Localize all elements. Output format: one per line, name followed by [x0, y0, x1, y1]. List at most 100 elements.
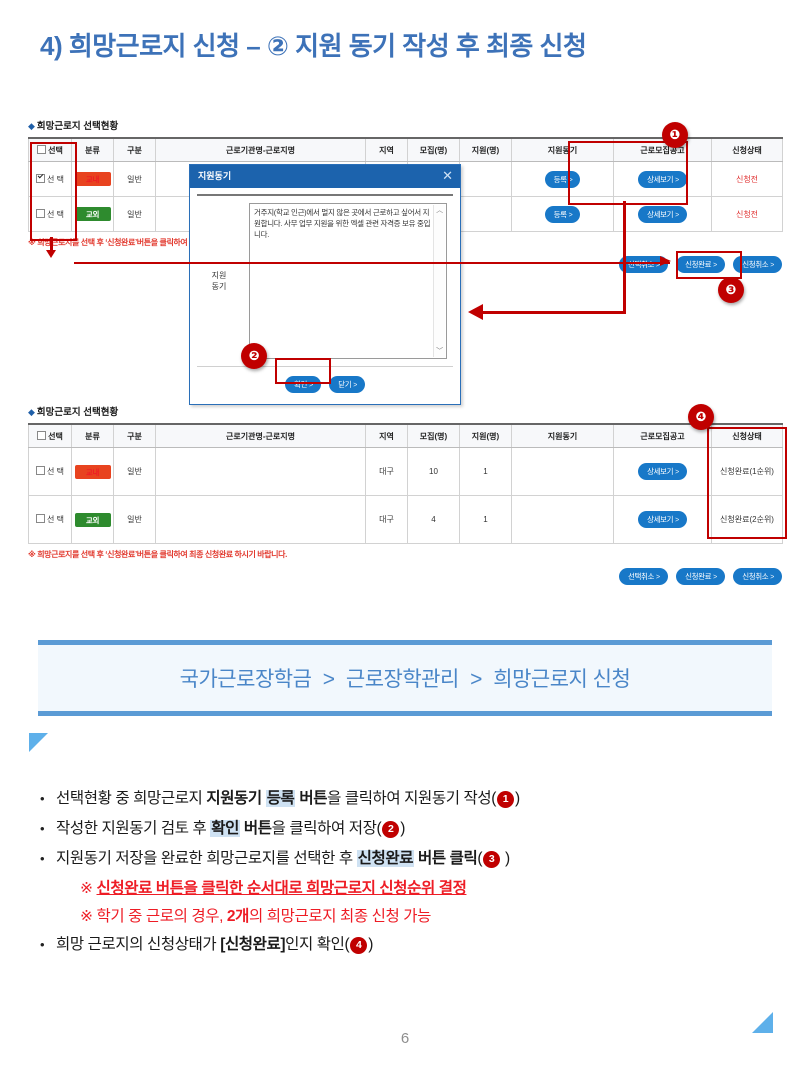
- view-detail-button[interactable]: 상세보기 >: [638, 205, 687, 223]
- inline-marker-2: 2: [382, 821, 400, 838]
- panel1-heading: ◆ 희망근로지 선택현황: [28, 121, 119, 132]
- table-row: 선 택 교내 일반 대구 10 1 상세보기 > 신청완료(1순위): [28, 447, 783, 496]
- cell-org-name: [155, 495, 366, 544]
- complete-application-button[interactable]: 신청완료 >: [676, 568, 725, 585]
- cell-type: 일반: [113, 196, 156, 232]
- dialog-body: 지원 동기 거주지(학교 인근)에서 멀지 않은 곳에서 근로하고 싶어서 지원합…: [190, 188, 460, 404]
- cell-type: 일반: [113, 447, 156, 496]
- cancel-application-button[interactable]: 신청취소 >: [733, 256, 782, 273]
- breadcrumb-separator: >: [322, 668, 335, 691]
- select-all-checkbox[interactable]: [37, 144, 47, 154]
- view-detail-button[interactable]: 상세보기 >: [638, 463, 687, 480]
- row-checkbox[interactable]: [36, 208, 46, 218]
- row-checkbox[interactable]: [36, 466, 46, 475]
- cell-status: 신청완료(2순위): [711, 495, 783, 544]
- cell-motive: [511, 447, 614, 496]
- category-badge: 교내: [74, 464, 111, 479]
- register-motive-button[interactable]: 등록 >: [544, 205, 581, 223]
- annotation-line-h1: [482, 311, 626, 314]
- chevron-right-icon: >: [675, 211, 679, 219]
- motive-textarea-value: 거주지(학교 인근)에서 멀지 않은 곳에서 근로하고 싶어서 지원합니다. 사…: [254, 208, 431, 239]
- motive-textarea[interactable]: 거주지(학교 인근)에서 멀지 않은 곳에서 근로하고 싶어서 지원합니다. 사…: [249, 203, 447, 359]
- chevron-right-icon: >: [675, 469, 679, 476]
- th-status: 신청상태: [711, 423, 783, 448]
- scroll-down-icon[interactable]: ﹀: [436, 348, 443, 355]
- close-icon[interactable]: ✕: [442, 168, 453, 183]
- cell-status: 신청완료(1순위): [711, 447, 783, 496]
- panel1-note: ※ 희망근로지를 선택 후 ‘신청완료’버튼을 클릭하여 최종 신청완료 하시기…: [28, 238, 287, 247]
- cell-category: 교외: [71, 495, 114, 544]
- breadcrumb-rule-bottom: [38, 711, 772, 716]
- th-org-name: 근로기관명-근로지명: [155, 137, 366, 162]
- breadcrumb-item-3: 희망근로지 신청: [493, 668, 631, 691]
- dialog-action-row: 확인 > 닫기 >: [197, 367, 453, 400]
- th-select: 선택: [28, 423, 72, 448]
- list-item-text: ※ 학기 중 근로의 경우, 2개의 희망근로지 최종 신청 가능: [80, 908, 431, 925]
- row-checkbox[interactable]: [36, 173, 46, 183]
- motive-field-wrap: 거주지(학교 인근)에서 멀지 않은 곳에서 근로하고 싶어서 지원합니다. 사…: [241, 195, 453, 367]
- diamond-icon: ◆: [28, 407, 35, 417]
- dialog-title-bar: 지원동기 ✕: [190, 165, 460, 188]
- chevron-right-icon: >: [770, 574, 774, 581]
- cell-category: 교외: [71, 196, 114, 232]
- table-selection-status-bottom: 선택 분류 구분 근로기관명-근로지명 지역 모집(명) 지원(명) 지원동기 …: [28, 423, 783, 544]
- list-item-text: 지원동기 저장을 완료한 희망근로지를 선택한 후 신청완료 버튼 클릭(3 ): [56, 850, 510, 868]
- list-item-note: ※ 신청완료 버튼을 클릭한 순서대로 희망근로지 신청순위 결정: [40, 878, 780, 900]
- chevron-right-icon: >: [309, 382, 313, 389]
- chevron-right-icon: >: [655, 574, 660, 581]
- annotation-line-h2: [74, 262, 670, 264]
- breadcrumb-item-1: 국가근로장학금: [179, 668, 312, 691]
- chevron-right-icon: >: [675, 176, 679, 184]
- th-category: 분류: [71, 423, 114, 448]
- cancel-selection-button[interactable]: 선택취소 >: [618, 568, 668, 585]
- diamond-icon: ◆: [28, 121, 35, 131]
- th-recruit: 모집(명): [407, 423, 460, 448]
- list-item: • 선택현황 중 희망근로지 지원동기 등록 버튼을 클릭하여 지원동기 작성(…: [40, 788, 780, 810]
- motive-dialog[interactable]: 지원동기 ✕ 지원 동기 거주지(학교 인근)에서 멀지 않은 곳에서 근로하고 …: [189, 164, 461, 405]
- triangle-decoration-right-icon: [752, 1012, 773, 1033]
- cell-select[interactable]: 선 택: [28, 447, 72, 496]
- bullet-dot-icon: •: [40, 821, 45, 836]
- status-badge: 신청전: [735, 209, 759, 219]
- annotation-arrow-select: [46, 250, 56, 258]
- register-motive-button[interactable]: 등록 >: [544, 170, 581, 188]
- cell-select[interactable]: 선 택: [28, 161, 72, 197]
- cancel-selection-button[interactable]: 선택취소 >: [618, 256, 668, 273]
- cell-select[interactable]: 선 택: [28, 495, 72, 544]
- dialog-title: 지원동기: [198, 171, 232, 181]
- row-checkbox[interactable]: [36, 514, 46, 523]
- chevron-right-icon: >: [770, 262, 774, 269]
- annotation-arrow-to-complete: [660, 256, 671, 266]
- chevron-right-icon: >: [568, 211, 573, 219]
- confirm-button[interactable]: 확인 >: [285, 376, 321, 393]
- chevron-right-icon: >: [655, 262, 660, 269]
- view-detail-button[interactable]: 상세보기 >: [638, 511, 687, 528]
- category-badge: 교내: [74, 172, 111, 186]
- cell-select[interactable]: 선 택: [28, 196, 72, 232]
- cancel-application-button[interactable]: 신청취소 >: [733, 568, 782, 585]
- annotation-marker-4: ❹: [688, 404, 714, 430]
- select-all-checkbox[interactable]: [37, 430, 47, 440]
- cell-region: 대구: [365, 495, 408, 544]
- triangle-decoration-left-icon: [29, 733, 48, 752]
- scroll-up-icon[interactable]: ︿: [436, 207, 443, 214]
- table-header-row: 선택 분류 구분 근로기관명-근로지명 지역 모집(명) 지원(명) 지원동기 …: [28, 423, 783, 448]
- complete-application-button[interactable]: 신청완료 >: [676, 256, 725, 273]
- status-badge: 신청완료(2순위): [720, 515, 774, 524]
- view-detail-button[interactable]: 상세보기 >: [638, 170, 687, 188]
- inline-marker-1: 1: [497, 791, 515, 808]
- th-select: 선택: [28, 137, 72, 162]
- table-row: 선 택 교외 일반 대구 4 1 상세보기 > 신청완료(2순위): [28, 495, 783, 544]
- th-type: 구분: [113, 137, 156, 162]
- dialog-close-button[interactable]: 닫기 >: [329, 376, 365, 393]
- textarea-scrollbar[interactable]: ︿ ﹀: [433, 205, 445, 357]
- bullet-dot-icon: •: [40, 851, 45, 866]
- cell-notice: 상세보기 >: [613, 196, 712, 232]
- panel2-action-row: 선택취소 > 신청완료 > 신청취소 >: [28, 566, 782, 585]
- cell-recruit: 10: [407, 447, 460, 496]
- panel-selection-status-bottom: ◆ 희망근로지 선택현황 선택 분류 구분 근로기관명-근로지명 지역 모집(명)…: [28, 404, 783, 585]
- page-number: 6: [400, 1030, 410, 1047]
- cell-type: 일반: [113, 495, 156, 544]
- cell-org-name: [155, 447, 366, 496]
- panel2-heading: ◆ 희망근로지 선택현황: [28, 407, 119, 418]
